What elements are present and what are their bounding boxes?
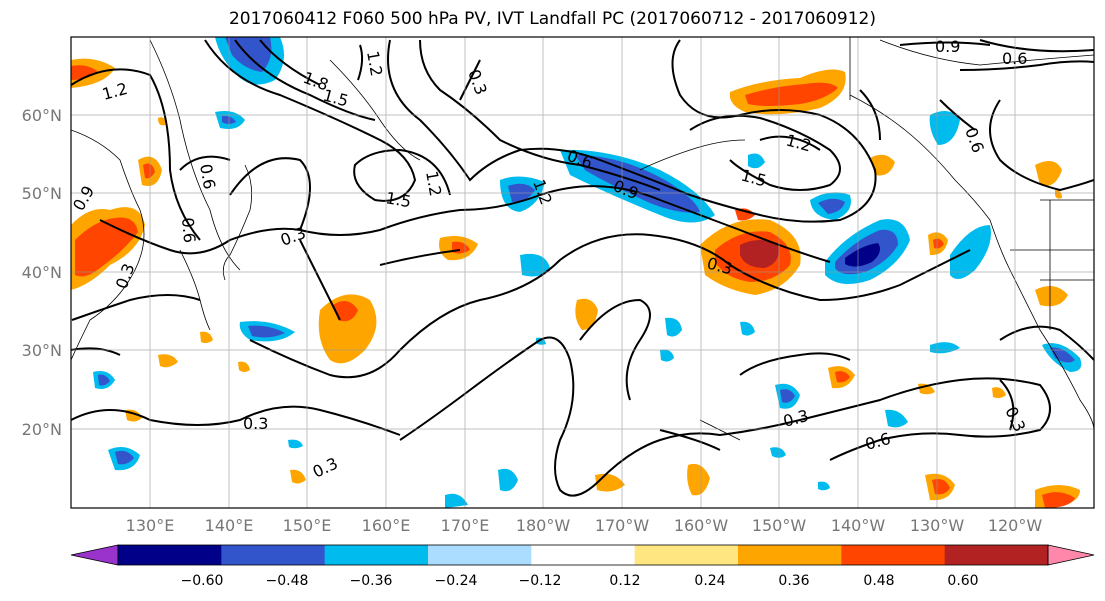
colorbar-tick-label: −0.12 (519, 573, 562, 589)
lon-label: 150°W (752, 516, 807, 535)
lon-label: 170°E (441, 516, 490, 535)
longitude-labels: 130°E 140°E 150°E 160°E 170°E 180°W 170°… (126, 516, 1043, 535)
coastlines (71, 37, 1094, 441)
colorbar-tick-label: 0.60 (947, 573, 978, 589)
lon-label: 120°W (988, 516, 1043, 535)
lon-label: 150°E (283, 516, 332, 535)
lon-label: 140°E (205, 516, 254, 535)
pv-anomaly-fills (71, 37, 1082, 508)
colorbar-tick-label: −0.36 (350, 573, 393, 589)
colorbar-segment (634, 545, 739, 565)
map-gridlines (71, 37, 1094, 508)
colorbar-tick-labels: −0.60 −0.48 −0.36 −0.24 −0.12 0.12 0.24 … (181, 573, 979, 589)
colorbar-tick-label: −0.60 (181, 573, 224, 589)
colorbar-segment (221, 545, 326, 565)
colorbar-segment (944, 545, 1049, 565)
contour-label: 0.6 (1002, 49, 1027, 68)
colorbar-segment (118, 545, 222, 565)
colorbar-segment (531, 545, 636, 565)
colorbar-tick-label: 0.48 (863, 573, 894, 589)
colorbar-tick-label: 0.36 (778, 573, 809, 589)
lon-label: 170°W (595, 516, 650, 535)
colorbar (70, 544, 1095, 566)
contour-label: 1.2 (363, 49, 386, 77)
colorbar-segment (324, 545, 429, 565)
colorbar-extend-max (1047, 544, 1095, 566)
lon-label: 130°E (126, 516, 175, 535)
contour-label: 1.5 (384, 188, 412, 211)
lat-label: 20°N (22, 420, 62, 439)
contour-label: 0.9 (935, 37, 960, 56)
lon-label: 160°W (674, 516, 729, 535)
colorbar-segment (841, 545, 946, 565)
lat-label: 60°N (22, 106, 62, 125)
lat-label: 30°N (22, 341, 62, 360)
contour-label: 1.2 (422, 169, 445, 197)
latitude-labels: 60°N 50°N 40°N 30°N 20°N (22, 106, 62, 439)
colorbar-extend-min (70, 544, 119, 566)
lon-label: 140°W (831, 516, 886, 535)
contour-label: 0.6 (178, 217, 199, 244)
lat-label: 50°N (22, 184, 62, 203)
map-title: 2017060412 F060 500 hPa PV, IVT Landfall… (228, 9, 876, 29)
contour-label: 0.6 (196, 162, 219, 190)
colorbar-segment (428, 545, 532, 565)
lon-label: 160°E (362, 516, 411, 535)
map-border (70, 36, 1095, 509)
lat-label: 40°N (22, 263, 62, 282)
lon-label: 130°W (910, 516, 965, 535)
contour-label: 0.3 (243, 414, 268, 433)
colorbar-tick-label: 0.12 (609, 573, 640, 589)
colorbar-tick-label: 0.24 (694, 573, 725, 589)
lon-label: 180°W (516, 516, 571, 535)
colorbar-tick-label: −0.48 (266, 573, 309, 589)
colorbar-tick-label: −0.24 (435, 573, 478, 589)
colorbar-border (117, 544, 1049, 566)
colorbar-segment (738, 545, 842, 565)
